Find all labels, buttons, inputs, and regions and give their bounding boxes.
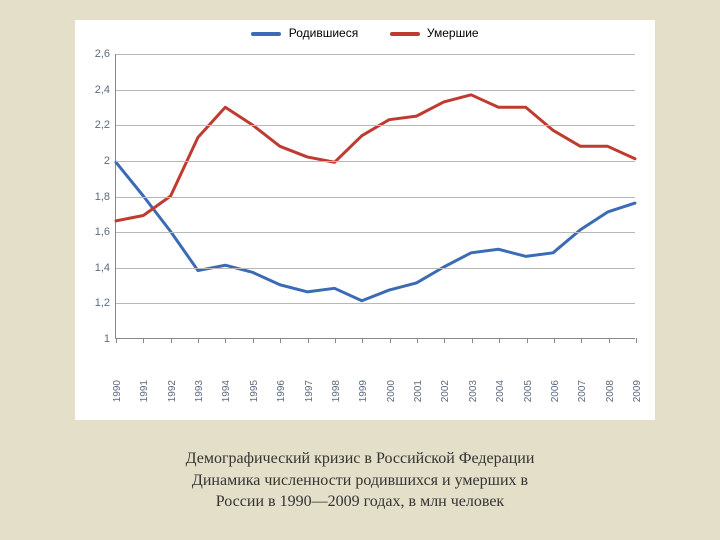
x-tick-mark bbox=[444, 338, 445, 343]
legend-swatch-births bbox=[251, 32, 281, 36]
caption-line-1: Демографический кризис в Российской Феде… bbox=[60, 448, 660, 470]
legend-label-deaths: Умершие bbox=[427, 26, 479, 40]
x-tick-label: 1996 bbox=[276, 380, 287, 402]
caption: Демографический кризис в Российской Феде… bbox=[0, 448, 720, 513]
x-tick-label: 1997 bbox=[304, 380, 315, 402]
series-line bbox=[116, 95, 635, 221]
x-tick-label: 1995 bbox=[249, 380, 260, 402]
x-tick-mark bbox=[554, 338, 555, 343]
x-tick-mark bbox=[225, 338, 226, 343]
legend-swatch-deaths bbox=[390, 32, 420, 36]
caption-line-2: Динамика численности родившихся и умерши… bbox=[60, 470, 660, 492]
x-tick-mark bbox=[472, 338, 473, 343]
x-tick-label: 2009 bbox=[632, 380, 643, 402]
x-tick-mark bbox=[609, 338, 610, 343]
chart-frame: Родившиеся Умершие 11,21,41,61,822,22,42… bbox=[75, 20, 655, 420]
x-tick-mark bbox=[581, 338, 582, 343]
x-tick-label: 1994 bbox=[221, 380, 232, 402]
x-tick-label: 2000 bbox=[386, 380, 397, 402]
gridline bbox=[116, 54, 635, 55]
x-tick-label: 1992 bbox=[167, 380, 178, 402]
x-tick-label: 1993 bbox=[194, 380, 205, 402]
x-tick-mark bbox=[527, 338, 528, 343]
x-tick-label: 2004 bbox=[495, 380, 506, 402]
x-tick-label: 2005 bbox=[523, 380, 534, 402]
x-tick-mark bbox=[362, 338, 363, 343]
x-tick-mark bbox=[499, 338, 500, 343]
gridline bbox=[116, 197, 635, 198]
y-tick-label: 1 bbox=[104, 333, 110, 345]
x-tick-mark bbox=[280, 338, 281, 343]
x-tick-label: 1999 bbox=[358, 380, 369, 402]
x-tick-mark bbox=[116, 338, 117, 343]
gridline bbox=[116, 268, 635, 269]
x-tick-mark bbox=[198, 338, 199, 343]
y-tick-label: 1,2 bbox=[95, 297, 110, 309]
y-tick-label: 2,4 bbox=[95, 84, 110, 96]
x-tick-label: 1998 bbox=[331, 380, 342, 402]
x-tick-label: 2007 bbox=[577, 380, 588, 402]
gridline bbox=[116, 232, 635, 233]
y-tick-label: 1,4 bbox=[95, 262, 110, 274]
gridline bbox=[116, 303, 635, 304]
legend: Родившиеся Умершие bbox=[75, 26, 655, 40]
x-tick-mark bbox=[390, 338, 391, 343]
x-tick-label: 1991 bbox=[139, 380, 150, 402]
x-tick-mark bbox=[253, 338, 254, 343]
gridline bbox=[116, 90, 635, 91]
x-tick-label: 2008 bbox=[605, 380, 616, 402]
x-tick-label: 2002 bbox=[440, 380, 451, 402]
x-tick-mark bbox=[308, 338, 309, 343]
x-tick-label: 1990 bbox=[112, 380, 123, 402]
legend-item-deaths: Умершие bbox=[390, 26, 479, 40]
x-tick-mark bbox=[143, 338, 144, 343]
x-tick-label: 2001 bbox=[413, 380, 424, 402]
y-tick-label: 2,6 bbox=[95, 48, 110, 60]
x-tick-mark bbox=[636, 338, 637, 343]
x-tick-mark bbox=[335, 338, 336, 343]
y-tick-label: 2 bbox=[104, 155, 110, 167]
gridline bbox=[116, 125, 635, 126]
gridline bbox=[116, 161, 635, 162]
plot-area: 11,21,41,61,822,22,42,619901991199219931… bbox=[115, 54, 635, 339]
y-tick-label: 2,2 bbox=[95, 119, 110, 131]
x-tick-mark bbox=[171, 338, 172, 343]
x-tick-label: 2003 bbox=[468, 380, 479, 402]
caption-line-3: России в 1990—2009 годах, в млн человек bbox=[60, 491, 660, 513]
x-tick-label: 2006 bbox=[550, 380, 561, 402]
x-tick-mark bbox=[417, 338, 418, 343]
y-tick-label: 1,8 bbox=[95, 191, 110, 203]
y-tick-label: 1,6 bbox=[95, 226, 110, 238]
legend-item-births: Родившиеся bbox=[251, 26, 358, 40]
legend-label-births: Родившиеся bbox=[289, 26, 358, 40]
